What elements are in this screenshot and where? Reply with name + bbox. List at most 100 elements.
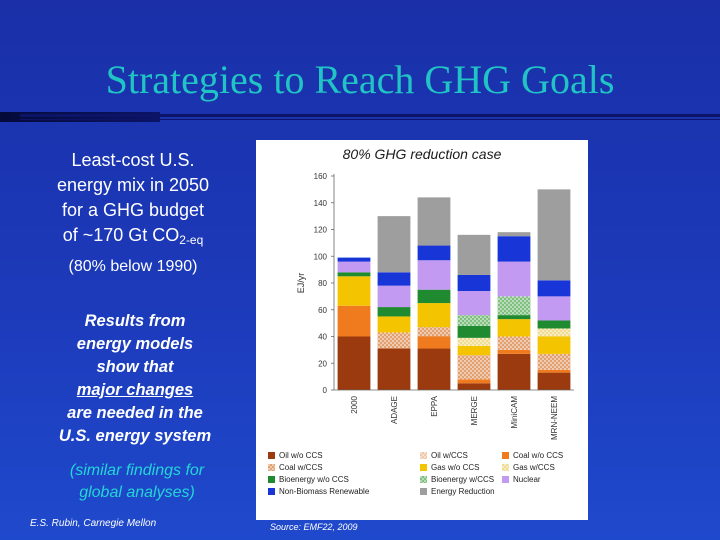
- bar-segment: [377, 316, 411, 333]
- legend-label: Oil w/o CCS: [279, 451, 323, 460]
- bar-segment: [497, 319, 531, 337]
- y-tick-label: 60: [318, 306, 327, 315]
- legend-label: Coal w/o CCS: [513, 451, 563, 460]
- bar-segment: [337, 257, 371, 262]
- legend-swatch: [268, 488, 275, 495]
- bar-segment: [457, 383, 491, 390]
- bar-segment: [457, 355, 491, 380]
- legend-label: Gas w/CCS: [513, 463, 555, 472]
- lead-note: (80% below 1990): [68, 258, 198, 275]
- bar-segment: [337, 261, 371, 273]
- legend-swatch: [420, 488, 427, 495]
- title-rule: [20, 114, 720, 117]
- x-tick-label: EPPA: [430, 395, 439, 416]
- stacked-bar-chart: 0 20 40 60 80 100 120 140 160 EJ/yr 2000 ADAGE EPPA M…: [268, 172, 574, 496]
- bar-segment: [537, 296, 571, 321]
- bar-segment: [337, 305, 371, 337]
- lead-text: Least-cost U.S. energy mix in 2050 for a…: [28, 148, 238, 253]
- bar-segment: [457, 315, 491, 326]
- similar-line-1: (similar findings for: [69, 462, 205, 479]
- bar-segment: [457, 337, 491, 346]
- legend-swatch: [420, 476, 427, 483]
- legend-swatch: [420, 464, 427, 471]
- x-tick-label: MERGE: [470, 396, 479, 425]
- bar-segment: [417, 348, 451, 390]
- bar-segment: [417, 245, 451, 261]
- bar-segment: [337, 276, 371, 306]
- y-tick-label: 120: [314, 226, 328, 235]
- bar-segment: [377, 272, 411, 286]
- author-credit: E.S. Rubin, Carnegie Mellon: [30, 518, 157, 529]
- x-tick-label: 2000: [350, 395, 359, 413]
- bar-segment: [537, 189, 571, 281]
- lead-subscript: 2-eq: [179, 233, 204, 247]
- y-tick-label: 0: [323, 386, 328, 395]
- bar-segment: [537, 328, 571, 337]
- lead-line-3: for a GHG budget: [61, 200, 205, 220]
- results-line-1: Results from: [84, 312, 186, 330]
- legend-label: Bioenergy w/CCS: [431, 475, 494, 484]
- y-tick-label: 160: [314, 172, 328, 181]
- lead-line-4-prefix: of ~170 Gt CO: [62, 225, 180, 245]
- similar-findings-text: (similar findings for global analyses): [28, 460, 246, 504]
- bar-segment: [417, 303, 451, 328]
- legend-swatch: [502, 464, 509, 471]
- legend-label: Gas w/o CCS: [431, 463, 479, 472]
- bar-segment: [377, 332, 411, 349]
- lead-line-4: of ~170 Gt CO2-eq: [28, 223, 238, 253]
- title-rule-shadow: [0, 112, 160, 122]
- legend-label: Energy Reduction: [431, 487, 495, 496]
- bar-segment: [497, 336, 531, 350]
- bar-segment: [497, 353, 531, 390]
- bar-segment: [337, 272, 371, 277]
- bar-segment: [537, 280, 571, 297]
- bar-segment: [417, 336, 451, 349]
- bar-segment: [537, 336, 571, 354]
- bar-segment: [497, 315, 531, 320]
- results-line-6: U.S. energy system: [58, 427, 212, 445]
- x-tick-label: ADAGE: [390, 396, 399, 424]
- legend-label: Nuclear: [513, 475, 541, 484]
- bar-segment: [497, 232, 531, 237]
- bar-segment: [537, 372, 571, 390]
- chart-title: 80% GHG reduction case: [342, 146, 502, 162]
- y-tick-label: 40: [318, 333, 327, 342]
- legend-swatch: [268, 464, 275, 471]
- y-tick-label: 100: [314, 252, 328, 261]
- results-line-5: are needed in the: [67, 404, 203, 422]
- bar-segment: [497, 296, 531, 316]
- legend-swatch: [268, 452, 275, 459]
- results-underlined: major changes: [76, 381, 194, 399]
- lead-line-1: Least-cost U.S.: [71, 150, 195, 170]
- bar-segment: [457, 291, 491, 316]
- results-line-3: show that: [96, 358, 174, 376]
- bar-segment: [417, 327, 451, 337]
- x-tick-label: MRN-NEEM: [550, 396, 559, 440]
- bar-segment: [417, 289, 451, 304]
- bar-segment: [497, 261, 531, 297]
- bar-segment: [377, 216, 411, 273]
- slide-title: Strategies to Reach GHG Goals: [105, 57, 615, 102]
- y-axis-label: EJ/yr: [296, 273, 306, 294]
- legend-label: Non-Biomass Renewable: [279, 487, 370, 496]
- legend-label: Oil w/CCS: [431, 451, 468, 460]
- bar-segment: [497, 236, 531, 262]
- bar-segment: [497, 349, 531, 354]
- y-tick-label: 20: [318, 359, 327, 368]
- bar-segment: [457, 345, 491, 356]
- y-tick-label: 140: [314, 199, 328, 208]
- bar-segment: [337, 336, 371, 390]
- bar-segment: [537, 369, 571, 373]
- legend-swatch: [420, 452, 427, 459]
- bar-segment: [377, 285, 411, 308]
- results-text: Results from energy models show that maj…: [22, 310, 248, 448]
- legend-swatch: [268, 476, 275, 483]
- bar-segment: [377, 348, 411, 390]
- bar-segment: [457, 234, 491, 275]
- bar-segment: [537, 353, 571, 370]
- similar-line-2: global analyses): [79, 484, 195, 501]
- results-line-2: energy models: [76, 335, 194, 353]
- bar-segment: [417, 260, 451, 290]
- lead-line-2: energy mix in 2050: [56, 175, 210, 195]
- y-tick-label: 80: [318, 279, 327, 288]
